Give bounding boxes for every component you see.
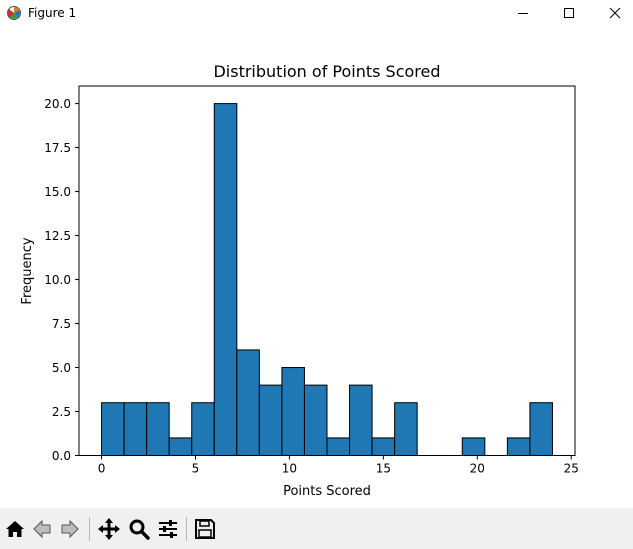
- histogram-chart: Distribution of Points Scored 0 5 10 15 20 25…: [20, 62, 579, 499]
- back-button[interactable]: [29, 516, 55, 542]
- histogram-bar: [258, 384, 283, 456]
- toolbar-separator: [89, 517, 90, 541]
- histogram-bar: [236, 349, 260, 456]
- move-icon: [98, 518, 120, 540]
- pan-button[interactable]: [96, 516, 122, 542]
- window-title: Figure 1: [28, 6, 77, 20]
- matplotlib-app-icon: [7, 6, 21, 20]
- x-tick-label: 5: [192, 462, 200, 476]
- minimize-icon: [518, 13, 528, 14]
- zoom-button[interactable]: [126, 516, 152, 542]
- histogram-bar: [281, 367, 305, 456]
- histogram-bar: [168, 437, 193, 456]
- x-tick-label: 0: [98, 462, 106, 476]
- minimize-button[interactable]: [500, 0, 546, 26]
- axes-frame: [78, 85, 576, 456]
- histogram-bar: [394, 402, 418, 457]
- forward-button[interactable]: [57, 516, 83, 542]
- y-ticks-group: 0.0 2.5 5.0 7.5 10.0 12.5 15.0 17.5 20.0: [44, 97, 79, 463]
- y-tick-label: 5.0: [52, 361, 71, 375]
- y-tick-label: 0.0: [52, 449, 71, 463]
- navigation-toolbar: [0, 508, 633, 549]
- x-tick-label: 10: [282, 462, 297, 476]
- window-titlebar: Figure 1: [0, 0, 633, 26]
- home-button[interactable]: [2, 516, 28, 542]
- histogram-bar: [303, 384, 328, 456]
- y-tick-label: 10.0: [44, 273, 71, 287]
- save-button[interactable]: [192, 516, 218, 542]
- x-tick-label: 15: [376, 462, 391, 476]
- home-icon: [6, 521, 24, 537]
- x-tick-label: 25: [564, 462, 579, 476]
- arrow-left-icon: [33, 519, 51, 539]
- chart-title: Distribution of Points Scored: [213, 62, 440, 81]
- histogram-bar: [191, 402, 215, 457]
- arrow-right-icon: [61, 519, 79, 539]
- bars-group: [101, 103, 553, 457]
- x-axis-label: Points Scored: [283, 484, 371, 499]
- histogram-bar: [529, 402, 553, 457]
- maximize-icon: [564, 8, 574, 18]
- y-tick-label: 20.0: [44, 97, 71, 111]
- y-tick-label: 15.0: [44, 185, 71, 199]
- sliders-icon: [159, 520, 177, 538]
- y-tick-label: 2.5: [52, 405, 71, 419]
- histogram-bar: [506, 437, 531, 456]
- y-tick-label: 7.5: [52, 317, 71, 331]
- y-tick-label: 17.5: [44, 141, 71, 155]
- histogram-bar: [101, 402, 125, 457]
- maximize-button[interactable]: [546, 0, 592, 26]
- configure-subplots-button[interactable]: [155, 516, 181, 542]
- floppy-disk-icon: [195, 519, 215, 539]
- histogram-bar: [123, 402, 148, 457]
- magnifier-icon: [129, 519, 150, 540]
- close-icon: [609, 7, 621, 19]
- histogram-bar: [326, 437, 351, 456]
- y-axis-label: Frequency: [20, 237, 35, 304]
- histogram-bar: [349, 384, 373, 456]
- toolbar-separator: [186, 517, 187, 541]
- x-tick-label: 20: [470, 462, 485, 476]
- histogram-bar: [213, 103, 238, 456]
- histogram-bar: [461, 437, 486, 456]
- histogram-bar: [371, 437, 396, 456]
- figure-canvas[interactable]: Distribution of Points Scored 0 5 10 15 20 25…: [0, 26, 633, 508]
- x-ticks-group: 0 5 10 15 20 25: [98, 455, 579, 476]
- histogram-bar: [146, 402, 170, 457]
- close-button[interactable]: [592, 0, 633, 26]
- y-tick-label: 12.5: [44, 229, 71, 243]
